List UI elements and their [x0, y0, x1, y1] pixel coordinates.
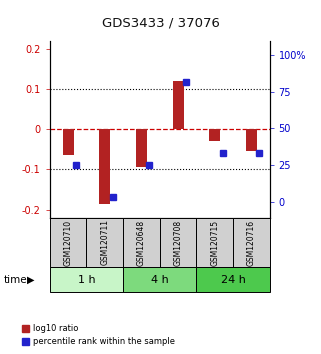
Text: GSM120710: GSM120710 — [64, 219, 73, 266]
Text: 4 h: 4 h — [151, 275, 169, 285]
Bar — [233, 218, 270, 267]
Text: time: time — [3, 275, 27, 285]
Bar — [246, 129, 257, 152]
Bar — [196, 267, 270, 292]
Text: GDS3433 / 37076: GDS3433 / 37076 — [101, 17, 220, 29]
Bar — [50, 267, 123, 292]
Text: GSM120716: GSM120716 — [247, 219, 256, 266]
Bar — [160, 218, 196, 267]
Bar — [196, 218, 233, 267]
Bar — [136, 129, 147, 167]
Text: GSM120715: GSM120715 — [210, 219, 219, 266]
Text: GSM120711: GSM120711 — [100, 219, 109, 266]
Bar — [50, 218, 86, 267]
Bar — [123, 267, 196, 292]
Text: GSM120708: GSM120708 — [174, 219, 183, 266]
Text: 24 h: 24 h — [221, 275, 246, 285]
Bar — [86, 218, 123, 267]
Text: ▶: ▶ — [27, 275, 34, 285]
Text: GSM120648: GSM120648 — [137, 219, 146, 266]
Legend: log10 ratio, percentile rank within the sample: log10 ratio, percentile rank within the … — [20, 322, 176, 348]
Bar — [99, 129, 110, 204]
Bar — [123, 218, 160, 267]
Bar — [172, 81, 184, 129]
Bar — [209, 129, 220, 141]
Text: 1 h: 1 h — [78, 275, 95, 285]
Bar — [63, 129, 74, 155]
